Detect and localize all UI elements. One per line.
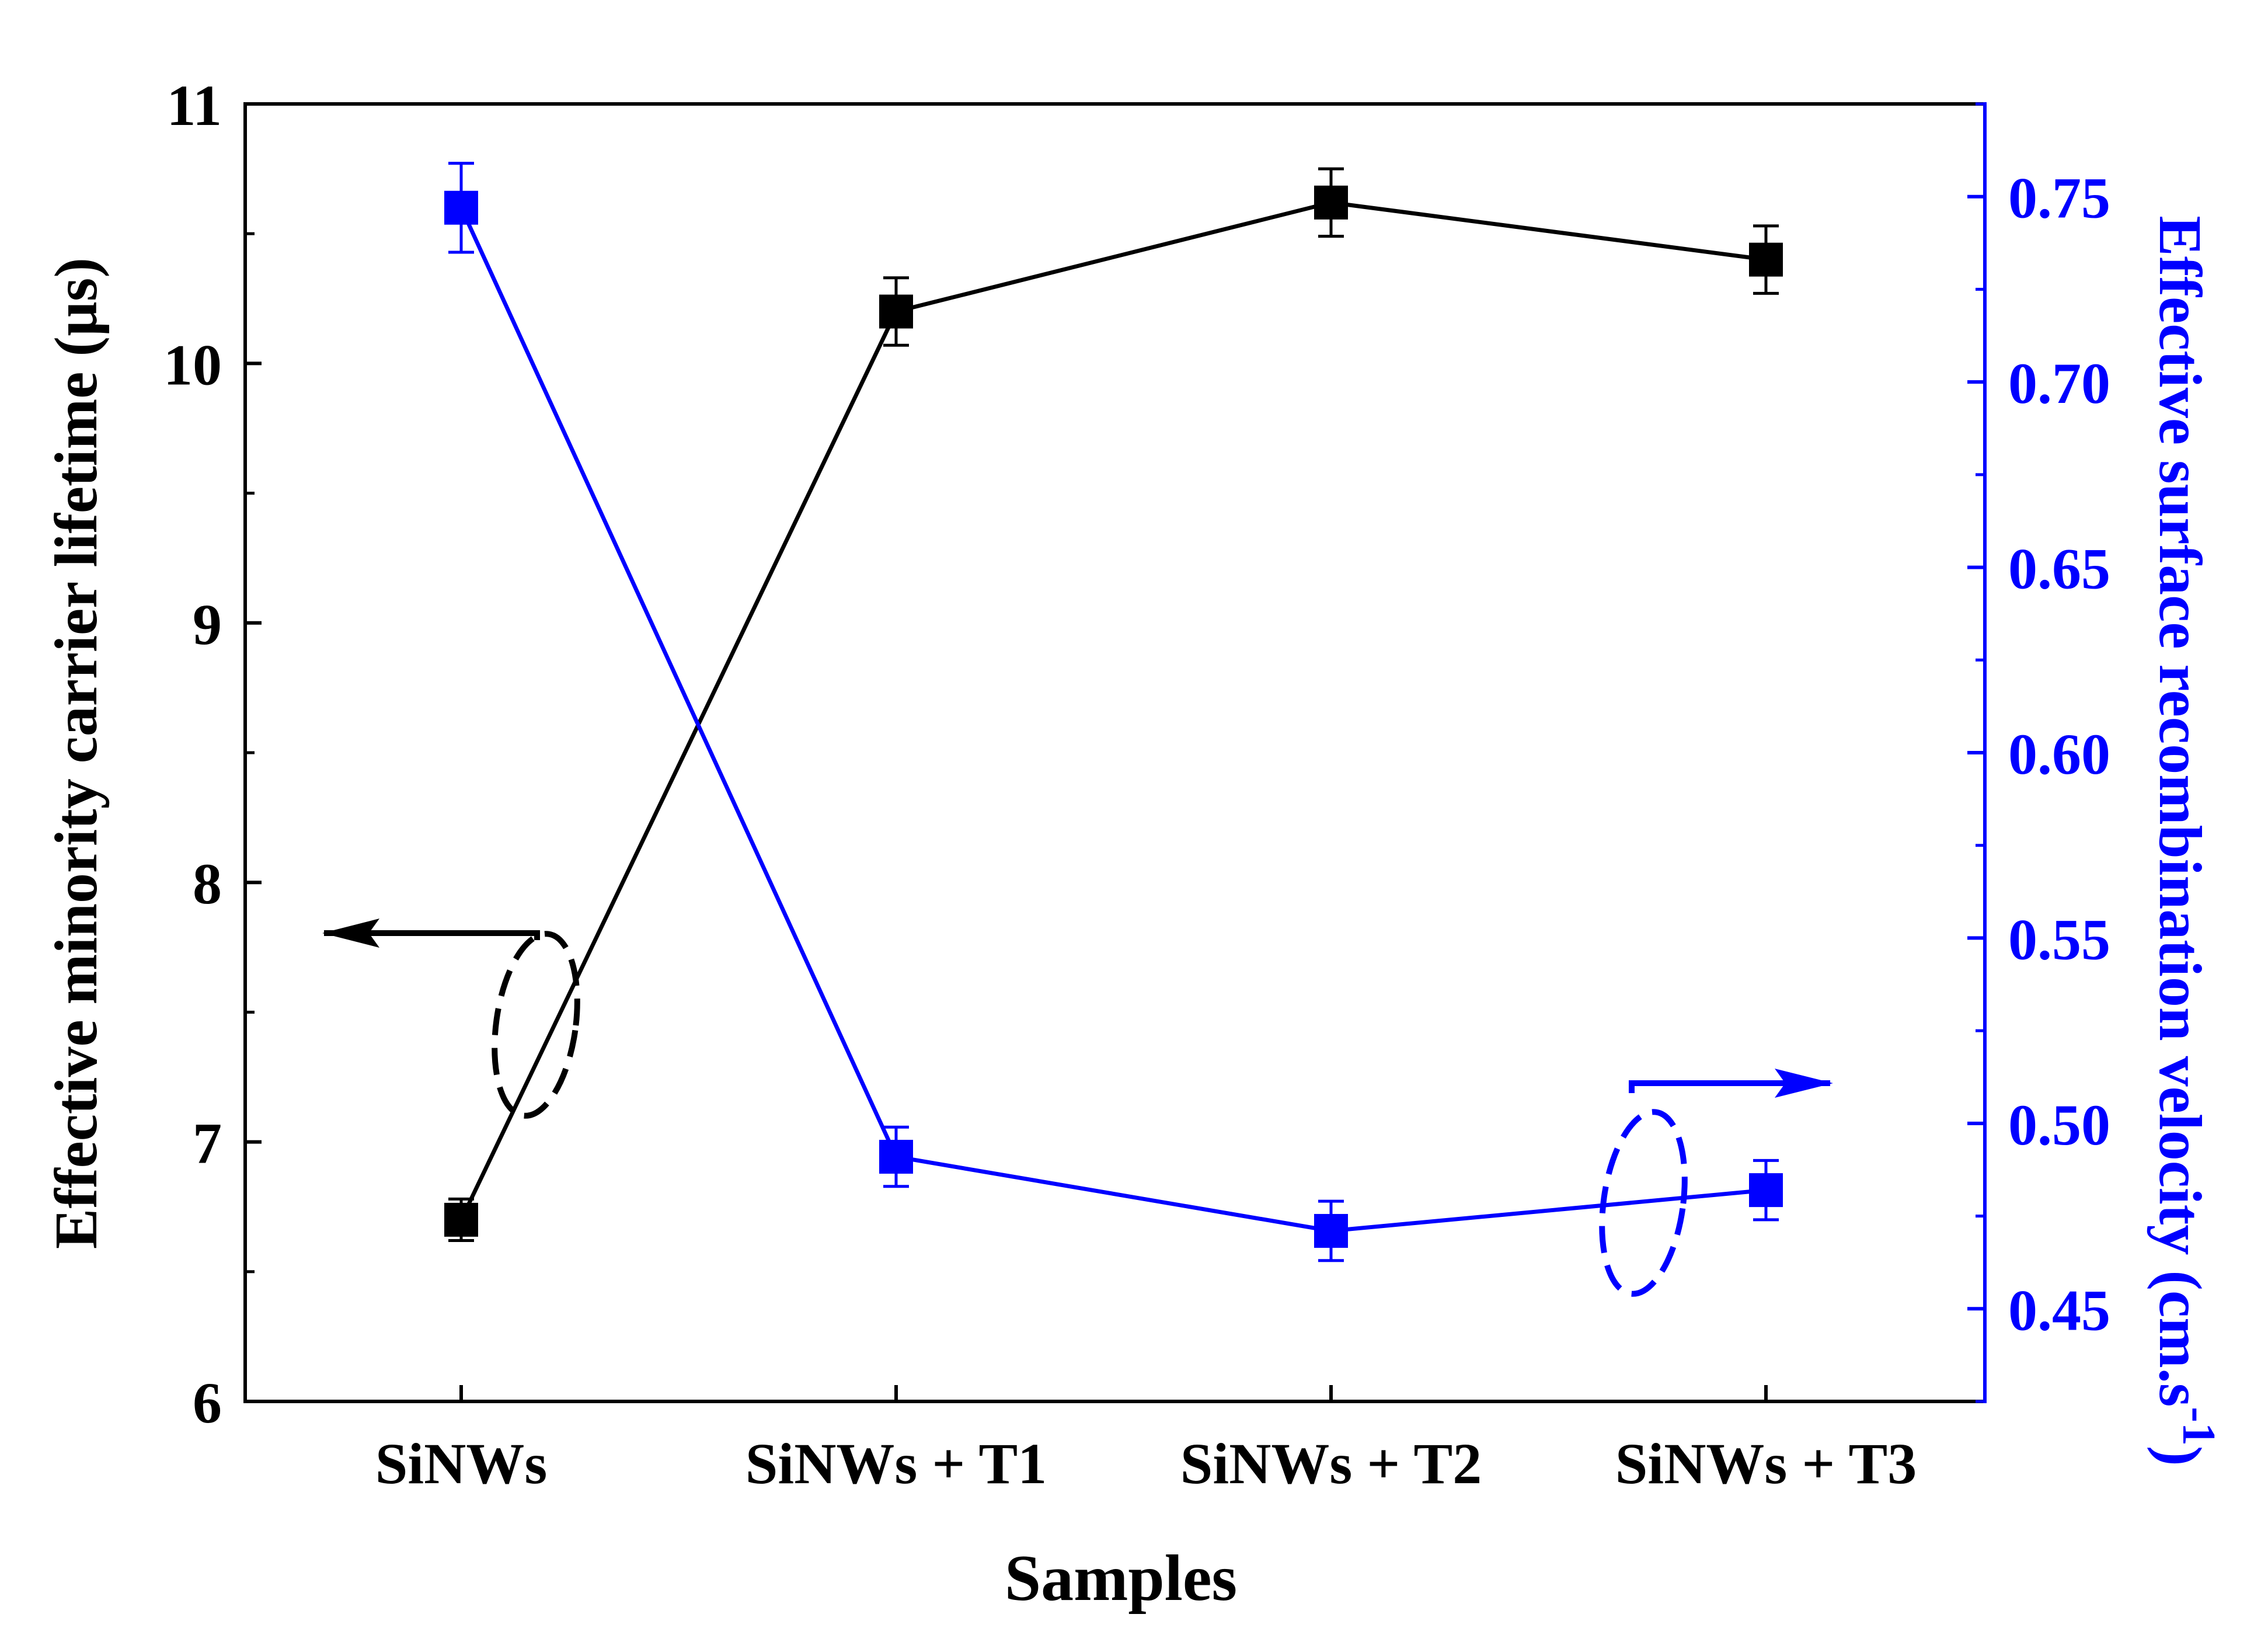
right-tick-label: 0.65 [2008,537,2110,601]
right-tick-label: 0.60 [2008,722,2110,787]
right-tick-label: 0.45 [2008,1278,2110,1342]
left-indicator-ellipse [492,931,580,1119]
x-tick-label: SiNWs + T2 [1180,1431,1482,1496]
x-axis-ticks: SiNWs SiNWs + T1 SiNWs + T2 SiNWs + T3 [375,1385,1917,1496]
left-data-point [1314,185,1348,220]
right-data-point [1314,1213,1348,1248]
x-axis-title: Samples [1005,1542,1237,1615]
right-indicator-arrow-line [1629,1080,1830,1093]
right-y-axis-title-main: Effective surface recombination velocity… [2147,215,2214,1407]
left-tick-label: 7 [193,1111,222,1176]
right-y-axis-title-superscript: -1 [2173,1407,2224,1446]
right-tick-label: 0.55 [2008,907,2110,972]
right-axis-ticks: 0.45 0.50 0.55 0.60 0.65 0.70 0.75 [1967,102,2110,1403]
left-data-point [1749,242,1783,277]
right-tick-label: 0.70 [2008,351,2110,416]
x-tick-label: SiNWs [375,1431,548,1496]
right-data-point [444,190,478,225]
left-axis-indicator [322,919,580,1119]
right-data-point [879,1139,913,1174]
right-y-axis-title-close: ) [2147,1446,2214,1466]
left-y-axis-title: Effective minority carrier lifetime (µs) [43,258,110,1249]
left-tick-label: 6 [193,1370,222,1435]
left-tick-label: 11 [167,73,222,138]
left-tick-label: 10 [163,332,222,397]
right-axis-indicator [1599,1069,1833,1297]
x-tick-label: SiNWs + T3 [1615,1431,1917,1496]
left-arrow-icon [322,919,379,948]
left-data-point [444,1202,478,1237]
right-indicator-ellipse [1599,1109,1688,1297]
left-indicator-arrow-line [324,930,540,940]
series-layer [444,162,1783,1262]
left-series-line [459,200,1767,1221]
right-y-axis-title: Effective surface recombination velocity… [2147,215,2224,1466]
left-tick-label: 9 [193,592,222,657]
left-tick-label: 8 [193,851,222,916]
right-tick-label: 0.50 [2008,1093,2110,1157]
right-data-point [1749,1173,1783,1208]
right-series-line [459,207,1767,1233]
right-tick-label: 0.75 [2008,166,2110,231]
x-tick-label: SiNWs + T1 [745,1431,1047,1496]
left-data-point [879,294,913,329]
right-arrow-icon [1775,1069,1833,1098]
left-axis-ticks: 6 7 8 9 10 11 [163,73,262,1435]
